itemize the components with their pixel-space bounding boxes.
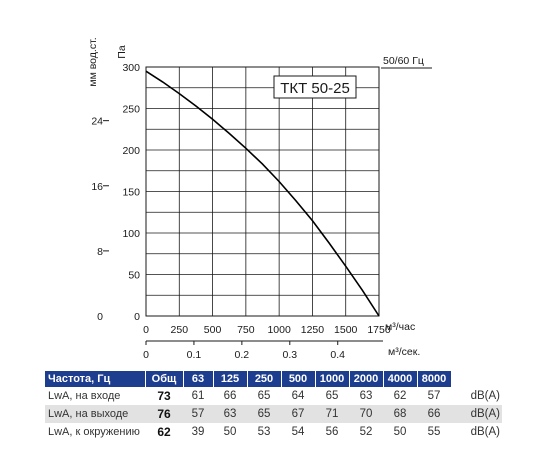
band-value: 70	[349, 405, 383, 423]
x-tick-label: 1000	[267, 324, 291, 336]
band-value: 62	[393, 390, 407, 402]
x2-tick-label: 0.4	[330, 349, 345, 361]
x2-tick-label: 0.2	[235, 349, 250, 361]
band-value: 56	[325, 426, 339, 438]
band-value: 65	[325, 390, 339, 402]
band-value: 65	[247, 405, 281, 423]
x-tick-label: 750	[237, 324, 255, 336]
x-axis-unit-label: м³/час	[385, 321, 415, 333]
x-tick-label: 250	[171, 324, 189, 336]
frequency-label: 50/60 Гц	[383, 55, 424, 67]
performance-curve	[145, 70, 380, 317]
band-value: 50	[223, 426, 237, 438]
x2-tick-label: 0.1	[187, 349, 202, 361]
plot-frame	[145, 66, 380, 317]
unit-label: dB(A)	[470, 390, 500, 402]
y-axis-label: Па	[116, 45, 128, 59]
band-value: 50	[393, 426, 407, 438]
y-tick-label: 250	[122, 104, 140, 116]
band-value: 53	[257, 426, 271, 438]
table-row: LwA, к окружению 62 39 50 53 54 56 52 50…	[45, 423, 502, 441]
performance-chart: 0 250 500 750 1000 1250 1500 175030025020015010…	[87, 37, 432, 361]
band-value: 52	[359, 426, 373, 438]
table-header-cell: 125	[213, 371, 248, 387]
row-label: LwA, на входе	[48, 390, 121, 402]
left-axis-tick-label: 0	[97, 311, 103, 323]
y-tick-label: 100	[122, 228, 140, 240]
band-value: 57	[183, 405, 213, 423]
chart-grid	[146, 67, 379, 316]
total-value: 62	[157, 425, 171, 439]
table-header-cell: 8000	[417, 371, 452, 387]
unit-label: dB(A)	[470, 426, 500, 438]
y-tick-label: 200	[122, 145, 140, 157]
table-header-row: Частота, Гц Общ 63 125 250 500 1000 2000…	[45, 371, 503, 387]
y-tick-label: 150	[122, 187, 140, 199]
table-header-cell: 250	[247, 371, 282, 387]
unit-label: dB(A)	[451, 405, 502, 423]
band-value: 39	[191, 426, 205, 438]
band-value: 66	[417, 405, 451, 423]
x2-tick-label: 0	[143, 349, 149, 361]
table-header-cell: 63	[183, 371, 214, 387]
y-tick-label: 50	[128, 270, 140, 282]
total-value: 76	[145, 405, 183, 423]
table-header-cell: 500	[281, 371, 316, 387]
y-tick-label: 300	[122, 62, 140, 74]
total-value: 73	[157, 389, 171, 403]
table-header-cell: Частота, Гц	[45, 371, 146, 387]
model-label-box	[273, 75, 357, 99]
band-value: 54	[291, 426, 305, 438]
row-label: LwA, к окружению	[48, 426, 140, 438]
left-axis-tick-label: 24	[91, 116, 103, 128]
band-value: 67	[281, 405, 315, 423]
band-value: 63	[213, 405, 247, 423]
left-axis-label: мм вод.ст.	[87, 37, 99, 86]
table-header-cell	[451, 371, 503, 387]
y-tick-label: 0	[134, 311, 140, 323]
model-label: ТКТ 50-25	[280, 80, 350, 97]
x-tick-label: 500	[204, 324, 222, 336]
table-row: LwA, на входе 73 61 66 65 64 65 63 62 57…	[45, 387, 502, 405]
table-header-cell: 4000	[383, 371, 418, 387]
band-value: 63	[359, 390, 373, 402]
x-tick-label: 1500	[334, 324, 358, 336]
band-value: 68	[383, 405, 417, 423]
x-tick-label: 1250	[301, 324, 325, 336]
band-value: 55	[427, 426, 441, 438]
row-label: LwA, на выходе	[45, 405, 145, 423]
x-tick-label: 0	[143, 324, 149, 336]
secondary-x-axis-unit-label: м³/сек.	[388, 346, 420, 358]
band-value: 61	[191, 390, 205, 402]
table-header-cell: 1000	[315, 371, 350, 387]
x-tick-label: 1750	[367, 324, 391, 336]
table-header-cell: 2000	[349, 371, 384, 387]
band-value: 57	[427, 390, 441, 402]
band-value: 65	[257, 390, 271, 402]
band-value: 64	[291, 390, 305, 402]
table-row: LwA, на выходе 76 57 63 65 67 71 70 68 6…	[45, 405, 502, 423]
chart-marks: 0 250 500 750 1000 1250 1500 175030025020015010…	[91, 62, 391, 361]
x2-tick-label: 0.3	[282, 349, 297, 361]
noise-table: Частота, Гц Общ 63 125 250 500 1000 2000…	[45, 371, 503, 441]
table-header-cell: Общ	[145, 371, 184, 387]
band-value: 71	[315, 405, 349, 423]
left-axis-tick-label: 8	[97, 246, 103, 258]
left-axis-tick-label: 16	[91, 181, 103, 193]
band-value: 66	[223, 390, 237, 402]
